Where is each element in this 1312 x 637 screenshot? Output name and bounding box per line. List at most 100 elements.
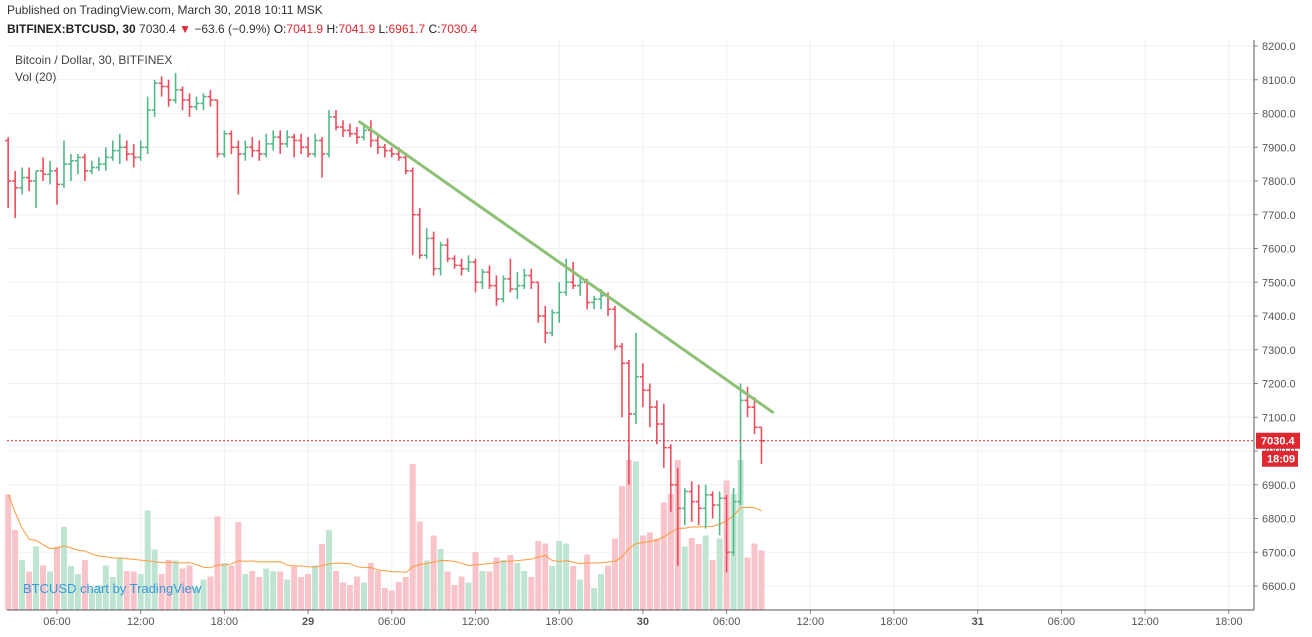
series-legend[interactable]: Bitcoin / Dollar, 30, BITFINEX xyxy=(15,53,173,67)
volume-bar xyxy=(193,588,200,610)
volume-bar xyxy=(130,571,137,610)
close-value: 7030.4 xyxy=(440,22,478,36)
ohlc-bar xyxy=(74,154,81,175)
volume-bar xyxy=(528,577,535,610)
ohlc-bar xyxy=(242,140,249,161)
volume-bar xyxy=(605,565,612,610)
volume-bar xyxy=(570,566,577,610)
ohlc-bar xyxy=(235,140,242,195)
volume-legend[interactable]: Vol (20) xyxy=(15,70,57,84)
x-tick-label: 18:00 xyxy=(545,616,573,628)
volume-bar xyxy=(33,546,40,610)
ohlc-bar xyxy=(716,491,723,536)
volume-bar xyxy=(500,560,507,610)
ohlc-bar xyxy=(102,147,109,171)
volume-bar xyxy=(409,464,416,610)
ohlc-bar xyxy=(277,130,284,154)
y-tick-label: 6800.0 xyxy=(1262,514,1296,526)
ohlc-bar xyxy=(521,268,528,289)
ohlc-bar xyxy=(19,167,26,195)
ohlc-bar xyxy=(47,160,54,185)
ohlc-bar xyxy=(81,154,88,181)
volume-bar xyxy=(172,560,179,610)
ohlc-bar xyxy=(542,305,549,343)
ohlc-bar xyxy=(730,488,737,556)
ohlc-bar xyxy=(570,262,577,289)
ohlc-bar xyxy=(479,268,486,289)
volume-bar xyxy=(179,568,186,610)
ohlc-bar xyxy=(430,231,437,276)
ohlc-bar xyxy=(263,133,270,158)
ohlc-bar xyxy=(312,133,319,158)
volume-bar xyxy=(235,522,242,610)
volume-bar xyxy=(256,577,263,610)
ohlc-bar xyxy=(95,157,102,171)
ohlc-bar xyxy=(500,275,507,303)
volume-bar xyxy=(221,563,228,610)
ohlc-bar xyxy=(5,137,12,208)
ohlc-bar xyxy=(221,130,228,158)
ohlc-bar xyxy=(563,258,570,296)
volume-bar xyxy=(214,516,221,610)
ohlc-bar xyxy=(151,79,158,117)
low-value: 6961.7 xyxy=(388,22,426,36)
volume-bar xyxy=(291,565,298,610)
price-axis[interactable]: 6600.06700.06800.06900.07000.07100.07200… xyxy=(1253,40,1296,610)
volume-bar xyxy=(200,579,207,610)
ohlc-bar xyxy=(339,120,346,138)
x-tick-label: 18:00 xyxy=(1215,616,1243,628)
tradingview-watermark-link[interactable]: BTCUSD chart by TradingView xyxy=(23,581,202,596)
time-axis[interactable]: 06:00 12:00 18:00 29 06:00 12:00 18:00 30 06:00 1… xyxy=(7,609,1254,628)
x-tick-label: 12:00 xyxy=(127,616,155,628)
volume-bar xyxy=(381,588,388,610)
y-tick-label: 7900.0 xyxy=(1262,142,1296,154)
trendline[interactable] xyxy=(358,120,775,414)
volume-bar xyxy=(653,538,660,610)
y-tick-label: 7100.0 xyxy=(1262,412,1296,424)
ohlc-bar xyxy=(674,467,681,566)
ohlc-bar xyxy=(402,154,409,175)
volume-bar xyxy=(74,574,81,610)
volume-bar xyxy=(60,527,67,610)
volume-bar xyxy=(360,582,367,610)
x-tick-label: 06:00 xyxy=(713,616,741,628)
ohlc-bar xyxy=(193,96,200,111)
x-tick-label: 18:00 xyxy=(880,616,908,628)
last-price-value: 7030.4 xyxy=(139,22,176,36)
ohlc-bar xyxy=(758,426,765,464)
y-tick-label: 7700.0 xyxy=(1262,210,1296,222)
open-label: O: xyxy=(273,22,287,36)
volume-bar xyxy=(326,530,333,610)
volume-bar xyxy=(249,571,256,610)
volume-bar xyxy=(521,571,528,610)
ohlc-bar xyxy=(632,332,639,424)
ohlc-bar xyxy=(514,272,521,300)
volume-bar xyxy=(388,590,395,610)
volume-bar xyxy=(144,510,151,610)
ohlc-bar xyxy=(493,275,500,306)
volume-bar xyxy=(263,568,270,610)
volume-bar xyxy=(451,585,458,610)
ohlc-bar xyxy=(67,154,74,181)
down-arrow-icon: ▼ xyxy=(179,22,191,36)
volume-bar xyxy=(430,535,437,610)
volume-bar xyxy=(12,530,19,610)
symbol-info-bar: BITFINEX:BTCUSD, 30 7030.4 ▼ −63.6 (−0.9… xyxy=(7,22,477,36)
ohlc-bar xyxy=(444,238,451,262)
ohlc-bar xyxy=(144,96,151,154)
ohlc-bar xyxy=(577,278,584,296)
symbol-label: BITFINEX:BTCUSD, 30 xyxy=(7,22,136,36)
volume-bar xyxy=(5,494,12,610)
volume-bar xyxy=(270,571,277,610)
volume-bar xyxy=(312,565,319,610)
volume-bar xyxy=(242,574,249,610)
ohlc-bar xyxy=(158,76,165,97)
ohlc-bar xyxy=(681,488,688,526)
ohlc-bar xyxy=(409,167,416,256)
ohlc-bar xyxy=(486,265,493,289)
ohlc-bar xyxy=(416,208,423,259)
x-tick-label: 12:00 xyxy=(1131,616,1159,628)
ohlc-bar xyxy=(591,295,598,310)
ohlc-bar xyxy=(367,120,374,148)
